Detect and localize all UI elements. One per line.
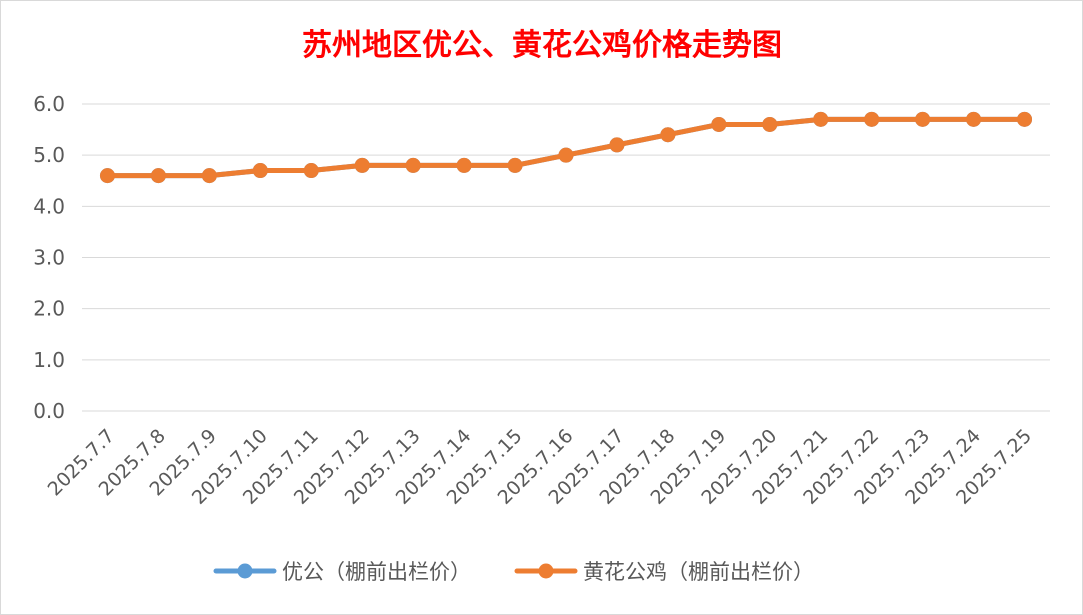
data-point bbox=[405, 157, 421, 173]
data-series bbox=[99, 111, 1033, 184]
data-point bbox=[354, 157, 370, 173]
data-point bbox=[864, 111, 880, 127]
data-point bbox=[813, 111, 829, 127]
legend: 优公（棚前出栏价） 黄花公鸡（棚前出栏价） bbox=[213, 560, 814, 584]
legend-marker bbox=[538, 563, 554, 579]
data-point bbox=[303, 163, 319, 179]
y-tick-label: 2.0 bbox=[33, 297, 65, 321]
legend-marker bbox=[237, 563, 253, 579]
data-point bbox=[762, 116, 778, 132]
data-point bbox=[99, 168, 115, 184]
data-point bbox=[711, 116, 727, 132]
data-point bbox=[558, 147, 574, 163]
y-tick-label: 6.0 bbox=[33, 92, 65, 116]
legend-item: 优公（棚前出栏价） bbox=[213, 560, 471, 584]
data-point bbox=[456, 157, 472, 173]
y-tick-label: 0.0 bbox=[33, 399, 65, 423]
legend-label: 黄花公鸡（棚前出栏价） bbox=[583, 560, 814, 584]
y-tick-label: 5.0 bbox=[33, 143, 65, 167]
legend-label: 优公（棚前出栏价） bbox=[282, 560, 471, 584]
series-line bbox=[104, 116, 1028, 179]
chart-title: 苏州地区优公、黄花公鸡价格走势图 bbox=[302, 28, 782, 63]
data-point bbox=[252, 163, 268, 179]
data-point bbox=[660, 127, 676, 143]
data-point bbox=[507, 157, 523, 173]
data-point bbox=[915, 111, 931, 127]
y-tick-label: 3.0 bbox=[33, 246, 65, 270]
data-point bbox=[201, 168, 217, 184]
x-axis-tick-labels: 2025.7.72025.7.82025.7.92025.7.102025.7.… bbox=[44, 425, 1036, 509]
series-2 bbox=[99, 111, 1033, 184]
y-axis-tick-labels: 0.0 1.0 2.0 3.0 4.0 5.0 6.0 bbox=[33, 92, 65, 423]
data-point bbox=[609, 137, 625, 153]
legend-item: 黄花公鸡（棚前出栏价） bbox=[514, 560, 814, 584]
data-point bbox=[150, 168, 166, 184]
data-point bbox=[1017, 111, 1033, 127]
y-tick-label: 1.0 bbox=[33, 348, 65, 372]
y-tick-label: 4.0 bbox=[33, 194, 65, 218]
series-line bbox=[104, 116, 1028, 179]
data-point bbox=[966, 111, 982, 127]
